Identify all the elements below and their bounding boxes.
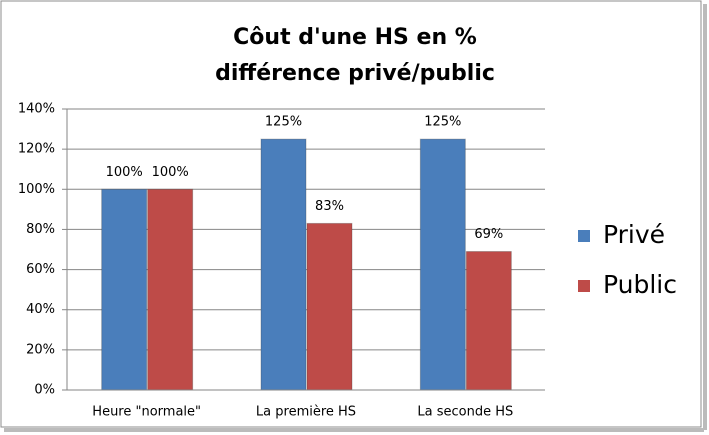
bar xyxy=(101,188,148,391)
legend-swatch xyxy=(578,280,590,292)
bar xyxy=(147,188,194,391)
data-label: 83% xyxy=(315,199,344,214)
bar xyxy=(465,251,512,391)
x-tick-label: La première HS xyxy=(256,405,356,420)
data-label: 125% xyxy=(265,115,302,130)
y-tick-label: 40% xyxy=(26,302,55,317)
y-tick-label: 80% xyxy=(26,222,55,237)
data-label: 100% xyxy=(106,165,143,180)
y-tick-label: 60% xyxy=(26,262,55,277)
bar xyxy=(419,138,466,391)
data-label: 100% xyxy=(152,165,189,180)
data-label: 69% xyxy=(474,227,503,242)
bar xyxy=(306,222,353,391)
y-tick-label: 140% xyxy=(18,102,55,117)
x-tick-label: Heure "normale" xyxy=(92,405,201,420)
chart-title: différence privé/public xyxy=(215,61,495,86)
bar xyxy=(260,138,307,391)
y-tick-label: 0% xyxy=(34,383,55,398)
chart-title: Côut d'une HS en % xyxy=(233,25,477,50)
y-tick-label: 120% xyxy=(18,142,55,157)
y-tick-label: 20% xyxy=(26,342,55,357)
y-tick-label: 100% xyxy=(18,182,55,197)
legend-label: Public xyxy=(603,270,677,299)
data-label: 125% xyxy=(424,115,461,130)
x-tick-label: La seconde HS xyxy=(417,405,513,420)
legend-swatch xyxy=(578,230,590,242)
legend-label: Privé xyxy=(603,220,665,249)
